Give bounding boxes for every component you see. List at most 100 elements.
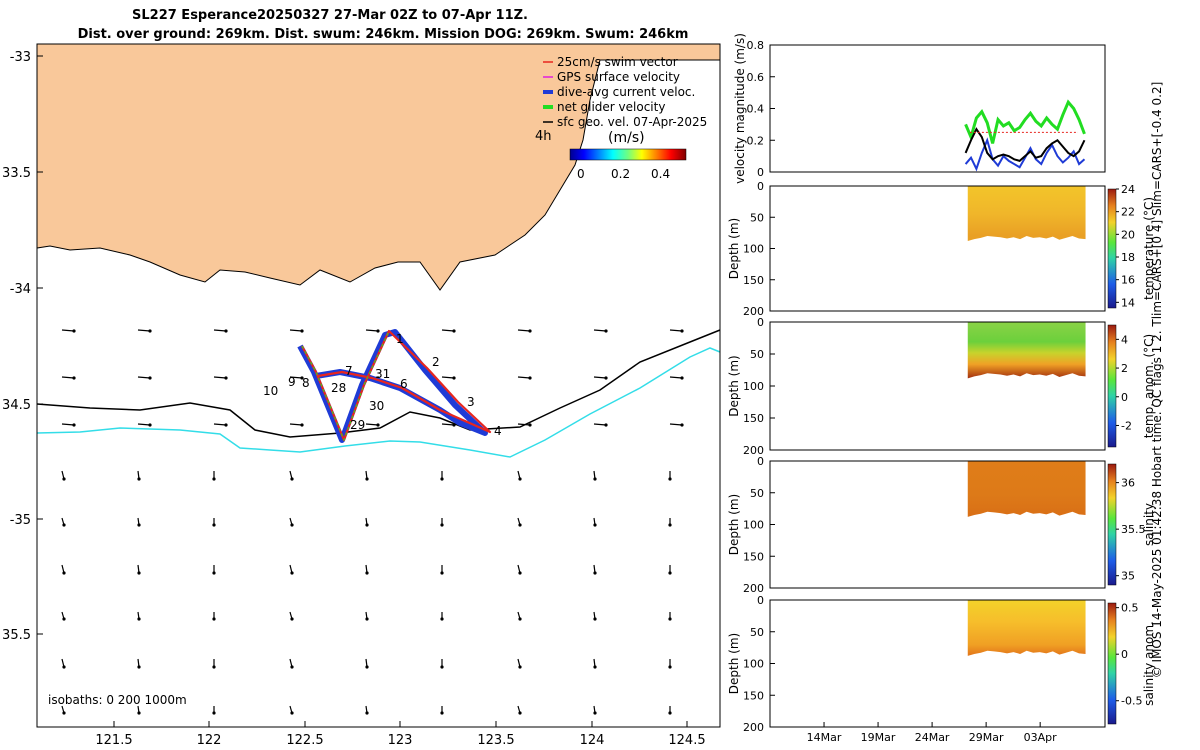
velocity-arrow (440, 659, 444, 669)
heatmap-ytick-label: 150 (743, 274, 764, 287)
velocity-arrow (668, 565, 672, 575)
velocity-arrow-shaft (365, 423, 379, 426)
velocity-arrow (365, 423, 380, 427)
velocity-arrow-shaft (137, 423, 151, 426)
day-labels: 1 2 3 4 6 31 30 29 28 7 89 10 (263, 332, 502, 438)
velocity-arrow (441, 423, 456, 427)
velocity-arrow-head (452, 423, 456, 427)
velocity-arrow-head (224, 423, 228, 427)
surface-velocity-vectors (61, 329, 684, 715)
velocity-arrow-shaft (61, 329, 75, 332)
velocity-arrow (289, 517, 294, 527)
velocity-arrow (440, 706, 444, 715)
velocity-arrow-shaft (517, 423, 531, 426)
velocity-arrow (517, 705, 522, 715)
velocity-arrow-shaft (213, 376, 227, 379)
velocity-arrow-head (148, 376, 152, 380)
velocity-arrow-head (452, 376, 456, 380)
map-axes: 121.5 122 122.5 123 123.5 124 124.5-3333.5-343… (2, 50, 706, 748)
velocity-arrow-head (300, 329, 304, 333)
velocity-arrow (441, 329, 456, 333)
velocity-arrow-head (290, 523, 294, 527)
time-xtick-label: 24Mar (915, 731, 950, 744)
colorbar-tick-label: 22 (1121, 206, 1135, 219)
velocity-arrow-head (212, 477, 216, 481)
map-xtick-label: 122.5 (286, 733, 323, 748)
heatmap-ytick-label: 200 (743, 444, 764, 457)
day-label-2: 2 (432, 355, 440, 369)
heatmap-ytick-label: 0 (757, 180, 764, 193)
velocity-arrow (61, 423, 76, 427)
heatmap-chart-3: 0 50 100 150 200 Depth (m) 36 35.5 35 salinity (727, 455, 1156, 595)
velocity-arrow-head (290, 617, 294, 621)
velocity-arrow (517, 564, 522, 575)
velocity-arrow-head (365, 571, 369, 575)
velocity-arrow (517, 376, 532, 380)
heatmap-colorbar (1107, 463, 1117, 586)
velocity-arrow (517, 658, 522, 669)
colorbar-tick-label: 2 (1121, 362, 1128, 375)
isobath-1000m (36, 347, 721, 458)
velocity-arrow (668, 471, 672, 481)
velocity-arrow-head (137, 617, 141, 621)
colorbar-tick-label: 35.5 (1121, 523, 1146, 536)
colorbar-label: temperature (°C) (1142, 197, 1156, 300)
velocity-arrow-shaft (61, 376, 75, 379)
velocity-arrow-head (668, 665, 672, 669)
velocity-arrow-head (212, 617, 216, 621)
velocity-arrow-head (440, 665, 444, 669)
map-ytick-label: -34 (10, 282, 31, 297)
heatmap-ylabel: Depth (m) (727, 355, 741, 416)
velocity-arrow (137, 564, 141, 575)
time-xtick-label: 03Apr (1024, 731, 1058, 744)
velocity-arrow (213, 329, 228, 333)
velocity-arrow (593, 329, 608, 333)
day-label-10: 10 (263, 384, 278, 398)
velocity-arrow (668, 518, 672, 527)
velocity-arrow-head (440, 523, 444, 527)
map-xtick-label: 122 (197, 733, 222, 748)
velocity-arrow (517, 470, 522, 481)
velocity-arrow (668, 706, 672, 715)
velocity-arrow (212, 706, 216, 715)
velocity-arrow (61, 329, 76, 333)
legend-label: 25cm/s swim vector (557, 55, 678, 69)
net-velocity-trace (301, 330, 390, 442)
map-xtick-label: 124.5 (668, 733, 705, 748)
velocity-arrow (137, 470, 141, 481)
velocity-arrow-head (440, 571, 444, 575)
velocity-arrow (668, 659, 672, 669)
velocity-arrow-head (290, 477, 294, 481)
velocity-arrow-head (290, 571, 294, 575)
map-xtick-label: 123.5 (477, 733, 514, 748)
velocity-arrow-head (72, 329, 76, 333)
velocity-arrow-head (593, 571, 597, 575)
velocity-arrow-head (290, 711, 294, 715)
velocity-arrow-head (668, 477, 672, 481)
velocity-arrow (137, 423, 152, 427)
velocity-arrow (289, 658, 294, 669)
colorbar-tick-label: -2 (1121, 419, 1132, 432)
velocity-arrow (289, 564, 294, 575)
velocity-arrow (365, 470, 369, 481)
heatmap-ytick-label: 0 (757, 316, 764, 329)
time-xtick-label: 19Mar (861, 731, 896, 744)
heatmap-chart-2: 0 50 100 150 200 Depth (m) 4 2 0 -2 temp. anom. (°… (727, 316, 1156, 457)
velocity-arrow (212, 565, 216, 575)
colorbar-tick-1: 0.2 (611, 167, 630, 181)
velocity-arrow-shaft (593, 376, 607, 379)
legend-label: net glider velocity (557, 100, 665, 114)
time-xtick-label: 29Mar (969, 731, 1004, 744)
heatmap-ytick-label: 150 (743, 550, 764, 563)
velocity-arrow (61, 705, 66, 715)
day-label-30: 30 (369, 399, 384, 413)
series-sfc-geo-vel- (964, 127, 1086, 163)
velocity-arrow-head (604, 376, 608, 380)
velocity-arrow-head (440, 711, 444, 715)
velocity-arrow-head (668, 711, 672, 715)
velocity-arrow-head (593, 523, 597, 527)
velocity-arrow-head (137, 571, 141, 575)
velocity-arrow-head (212, 711, 216, 715)
timeseries-panels: 0.8 0.6 0.4 0.2 0 velocity magnitude (m/s) 0 50… (727, 33, 1156, 744)
velocity-arrow-head (212, 665, 216, 669)
